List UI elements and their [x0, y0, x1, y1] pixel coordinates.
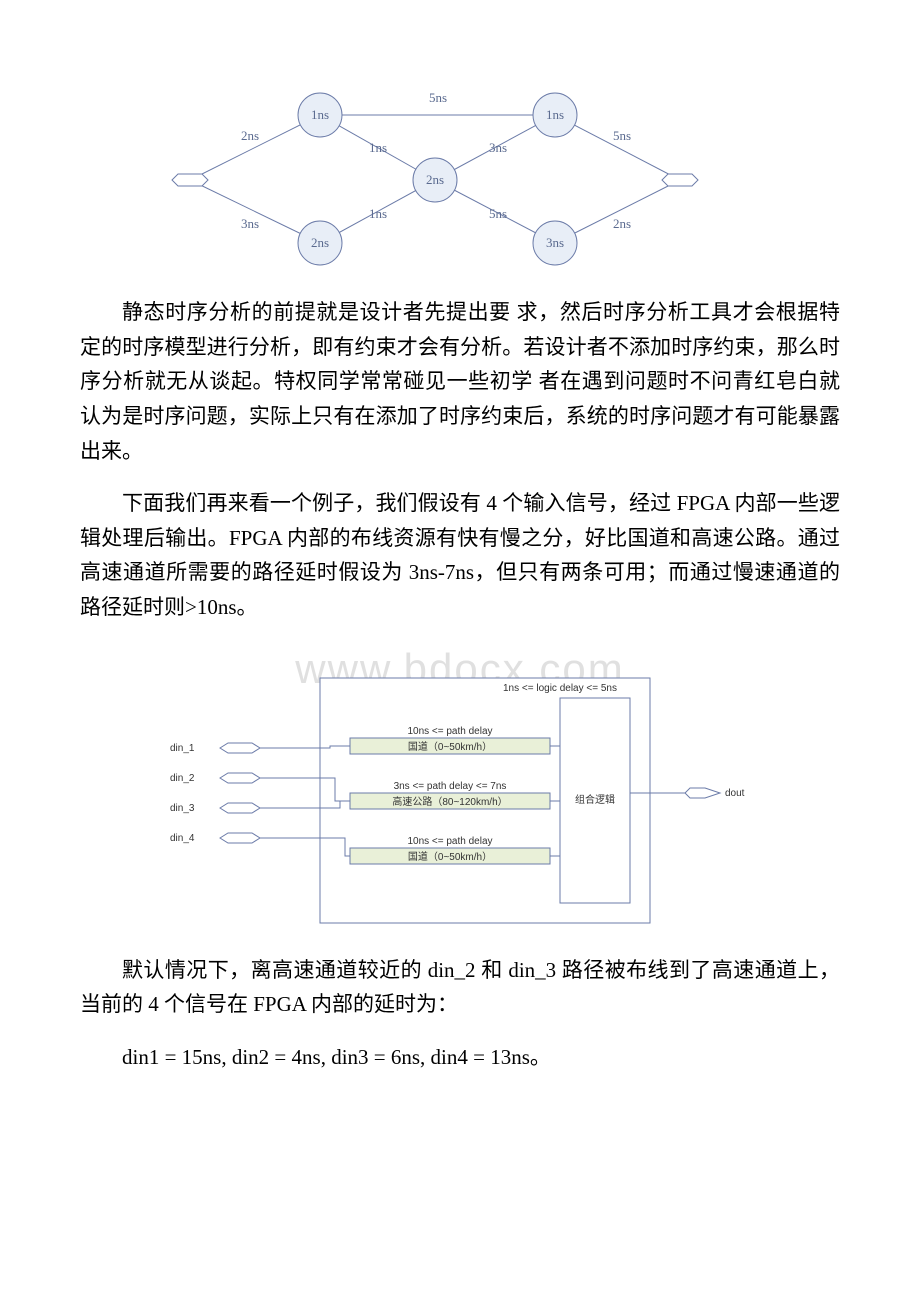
svg-text:5ns: 5ns: [489, 206, 507, 221]
paragraph-2: 下面我们再来看一个例子，我们假设有 4 个输入信号，经过 FPGA 内部一些逻辑…: [80, 486, 840, 625]
svg-text:1ns: 1ns: [546, 107, 564, 122]
svg-text:1ns: 1ns: [369, 206, 387, 221]
input-port-din_3: [220, 803, 260, 813]
svg-text:2ns: 2ns: [311, 235, 329, 250]
path-label-2: 国道（0~50km/h）: [408, 850, 492, 863]
path-caption-0: 10ns <= path delay: [407, 726, 492, 737]
input-port-din_4: [220, 833, 260, 843]
path-label-1: 高速公路（80~120km/h）: [392, 795, 507, 808]
input-label-din_3: din_3: [170, 803, 195, 814]
svg-text:2ns: 2ns: [241, 128, 259, 143]
input-label-din_2: din_2: [170, 773, 195, 784]
path-caption-1: 3ns <= path delay <= 7ns: [394, 781, 507, 792]
input-label-din_1: din_1: [170, 743, 195, 754]
svg-text:3ns: 3ns: [489, 140, 507, 155]
svg-text:5ns: 5ns: [613, 128, 631, 143]
svg-text:2ns: 2ns: [426, 172, 444, 187]
input-port-din_1: [220, 743, 260, 753]
port-src: [172, 174, 208, 186]
path-label-0: 国道（0~50km/h）: [408, 740, 492, 753]
paragraph-3: 默认情况下，离高速通道较近的 din_2 和 din_3 路径被布线到了高速通道…: [80, 953, 840, 1022]
paragraph-4: din1 = 15ns, din2 = 4ns, din3 = 6ns, din…: [80, 1040, 840, 1075]
logic-delay-title: 1ns <= logic delay <= 5ns: [503, 683, 617, 694]
svg-text:5ns: 5ns: [429, 90, 447, 105]
svg-text:2ns: 2ns: [613, 216, 631, 231]
output-label: dout: [725, 788, 745, 799]
input-port-din_2: [220, 773, 260, 783]
svg-text:3ns: 3ns: [241, 216, 259, 231]
svg-text:3ns: 3ns: [546, 235, 564, 250]
fpga-path-diagram: www.bdocx.com 组合逻辑 1ns <= logic delay <=…: [160, 643, 760, 933]
timing-network-diagram: 2ns 3ns 5ns 1ns 1ns 3ns 5ns 5ns 2ns 1ns 2ns 2ns 1ns 3…: [160, 60, 715, 275]
input-label-din_4: din_4: [170, 833, 195, 844]
svg-text:1ns: 1ns: [311, 107, 329, 122]
port-dst: [662, 174, 698, 186]
paragraph-1: 静态时序分析的前提就是设计者先提出要 求，然后时序分析工具才会根据特定的时序模型…: [80, 295, 840, 468]
path-caption-2: 10ns <= path delay: [407, 836, 492, 847]
svg-text:1ns: 1ns: [369, 140, 387, 155]
logic-block-label: 组合逻辑: [575, 793, 615, 806]
